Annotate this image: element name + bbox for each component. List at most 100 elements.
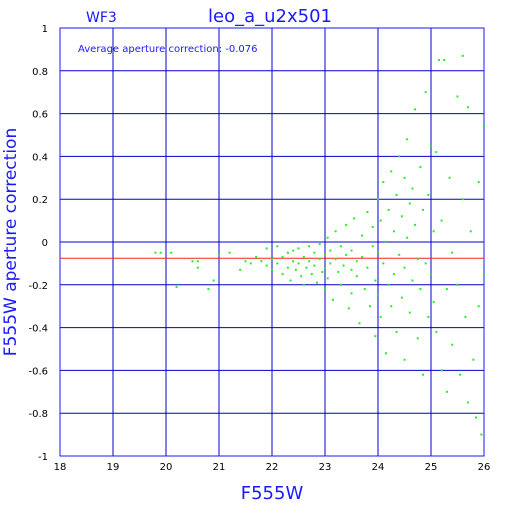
data-point xyxy=(390,170,393,173)
data-point xyxy=(395,193,398,196)
y-tick-label: -0.2 xyxy=(28,281,48,292)
y-tick-label: 0.6 xyxy=(32,110,48,121)
data-point xyxy=(377,198,379,201)
data-point xyxy=(281,255,284,258)
y-tick-label: -0.8 xyxy=(28,409,48,420)
data-point xyxy=(228,251,231,254)
data-point xyxy=(408,202,411,205)
data-point xyxy=(308,245,311,248)
data-point xyxy=(403,176,406,179)
plot-frame xyxy=(59,27,485,457)
data-point xyxy=(316,281,319,284)
data-point xyxy=(175,285,178,288)
data-point xyxy=(448,176,451,179)
data-point xyxy=(480,433,483,436)
data-point xyxy=(339,283,342,286)
data-point xyxy=(265,247,268,250)
data-point xyxy=(475,416,478,419)
data-point xyxy=(345,253,348,256)
data-point xyxy=(324,288,326,291)
data-point xyxy=(432,230,435,233)
x-tick-label: 19 xyxy=(107,462,120,473)
data-point xyxy=(398,155,401,158)
data-point xyxy=(456,283,459,286)
data-points xyxy=(154,54,485,436)
y-tick-label: 0 xyxy=(42,238,48,249)
x-tick-label: 24 xyxy=(372,462,385,473)
data-point xyxy=(369,305,372,308)
data-point xyxy=(461,198,464,201)
x-tick-label: 23 xyxy=(319,462,332,473)
data-point xyxy=(302,255,305,258)
data-point xyxy=(326,277,329,280)
y-tick-labels: 1 0.8 0.6 0.4 0.2 0 -0.2 -0.4 -0.6 -0.8 -1 xyxy=(28,24,48,463)
data-point xyxy=(286,266,289,269)
data-point xyxy=(403,266,406,269)
y-tick-label: -1 xyxy=(38,452,48,463)
data-point xyxy=(342,264,345,267)
y-tick-label: -0.6 xyxy=(28,366,48,377)
data-point xyxy=(374,279,377,282)
data-point xyxy=(422,208,425,211)
x-tick-label: 18 xyxy=(54,462,67,473)
data-point xyxy=(281,273,284,276)
data-point xyxy=(443,59,446,62)
data-point xyxy=(292,249,295,252)
data-point xyxy=(430,144,432,147)
data-point xyxy=(467,106,470,109)
data-point xyxy=(398,253,401,256)
x-tick-labels: 18 19 20 21 22 23 24 25 26 xyxy=(54,462,491,473)
data-point xyxy=(451,251,454,254)
data-point xyxy=(477,181,480,184)
data-point xyxy=(440,369,443,372)
data-point xyxy=(350,249,353,252)
data-point xyxy=(276,262,279,265)
data-point xyxy=(324,253,326,256)
data-point xyxy=(265,264,268,267)
data-point xyxy=(212,279,215,282)
data-point xyxy=(286,251,289,254)
data-point xyxy=(451,343,454,346)
data-point xyxy=(326,236,329,239)
y-tick-label: 0.8 xyxy=(32,67,48,78)
data-point xyxy=(387,283,390,286)
data-point xyxy=(361,234,364,237)
data-point xyxy=(353,217,356,220)
x-tick-label: 26 xyxy=(478,462,491,473)
data-point xyxy=(461,54,464,57)
data-point xyxy=(408,311,411,314)
data-point xyxy=(374,335,377,338)
data-point xyxy=(218,253,220,256)
chip-label: WF3 xyxy=(86,10,117,26)
data-point xyxy=(483,273,485,276)
data-point xyxy=(345,223,348,226)
x-tick-label: 25 xyxy=(425,462,438,473)
data-point xyxy=(477,305,480,308)
data-point xyxy=(406,138,409,141)
data-point xyxy=(337,270,340,273)
data-point xyxy=(464,315,467,318)
data-point xyxy=(411,279,414,282)
data-point xyxy=(207,288,210,291)
data-point xyxy=(271,258,273,261)
data-point xyxy=(297,262,300,265)
data-point xyxy=(159,251,162,254)
data-point xyxy=(424,91,427,94)
data-point xyxy=(191,260,194,263)
data-point xyxy=(467,401,470,404)
chart-title: leo_a_u2x501 xyxy=(208,6,332,27)
data-point xyxy=(377,294,379,297)
data-point xyxy=(387,208,390,211)
data-point xyxy=(196,260,199,263)
data-point xyxy=(355,260,358,263)
data-point xyxy=(377,251,379,254)
x-axis-label: F555W xyxy=(241,483,304,504)
x-tick-label: 20 xyxy=(160,462,173,473)
data-point xyxy=(427,193,430,196)
data-point xyxy=(422,373,425,376)
data-point xyxy=(435,151,438,154)
data-point xyxy=(403,358,406,361)
data-point xyxy=(297,247,300,250)
data-point xyxy=(424,262,427,265)
data-point xyxy=(313,264,316,267)
